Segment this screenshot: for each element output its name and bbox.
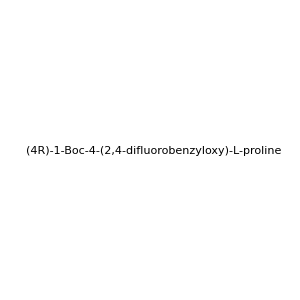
Text: (4R)-1-Boc-4-(2,4-difluorobenzyloxy)-L-proline: (4R)-1-Boc-4-(2,4-difluorobenzyloxy)-L-p…	[26, 146, 281, 157]
